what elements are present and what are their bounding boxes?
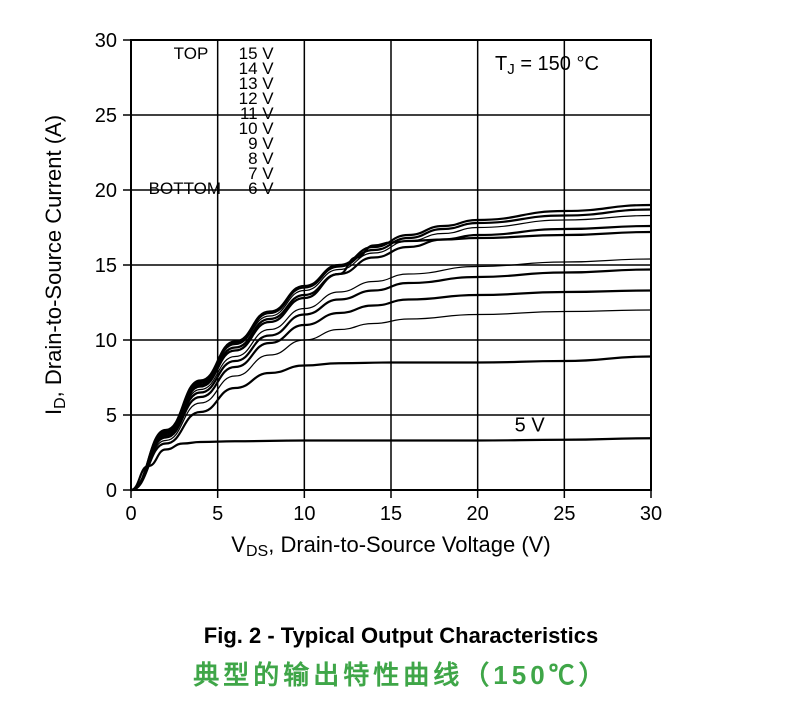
svg-text:20: 20 — [467, 503, 489, 525]
figure-caption-chinese: 典型的输出特性曲线（150℃） — [21, 655, 781, 692]
svg-text:25: 25 — [95, 105, 117, 127]
svg-text:5 V: 5 V — [515, 415, 546, 437]
svg-text:10: 10 — [95, 330, 117, 352]
svg-text:10: 10 — [293, 503, 315, 525]
svg-text:15: 15 — [95, 255, 117, 277]
svg-text:5: 5 — [106, 405, 117, 427]
svg-text:30: 30 — [95, 30, 117, 52]
chart-canvas: 0 5 10 15 20 25 30 0 5 10 15 20 25 30 VDS, Drain-to-So… — [21, 20, 781, 595]
svg-text:TJ = 150 °C: TJ = 150 °C — [495, 53, 599, 78]
figure-caption-english: Fig. 2 - Typical Output Characteristics — [21, 623, 781, 649]
svg-text:VDS, Drain-to-Source Voltage (: VDS, Drain-to-Source Voltage (V) — [231, 532, 550, 560]
svg-text:5: 5 — [212, 503, 223, 525]
svg-text:15: 15 — [380, 503, 402, 525]
svg-text:30: 30 — [640, 503, 662, 525]
svg-text:6 V: 6 V — [248, 179, 274, 198]
svg-text:ID, Drain-to-Source Current (A: ID, Drain-to-Source Current (A) — [41, 115, 69, 415]
svg-text:0: 0 — [125, 503, 136, 525]
svg-text:20: 20 — [95, 180, 117, 202]
svg-text:TOP: TOP — [174, 44, 209, 63]
output-characteristics-chart: 0 5 10 15 20 25 30 0 5 10 15 20 25 30 VDS, Drain-to-So… — [21, 20, 781, 692]
svg-text:25: 25 — [553, 503, 575, 525]
svg-text:BOTTOM: BOTTOM — [149, 179, 221, 198]
svg-text:0: 0 — [106, 480, 117, 502]
